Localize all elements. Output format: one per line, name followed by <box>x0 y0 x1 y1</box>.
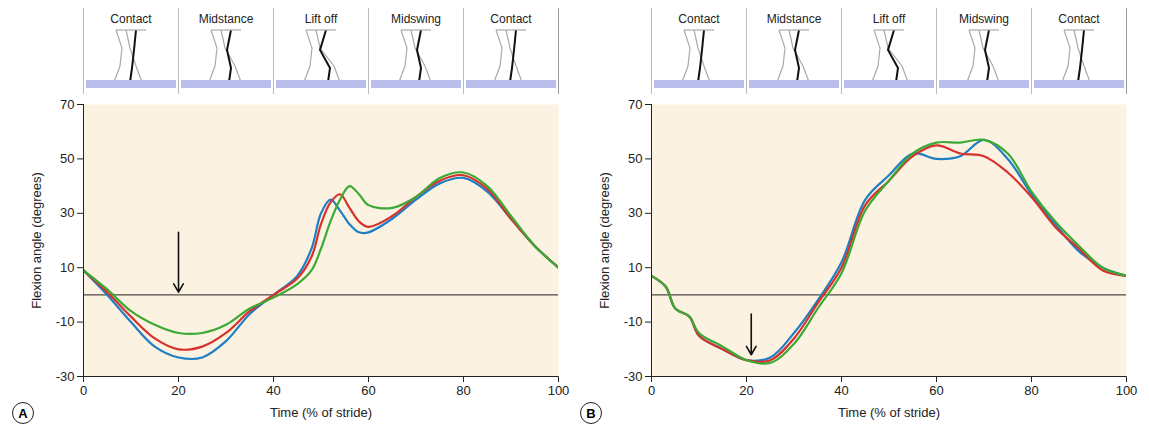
html-text:Contact: Contact <box>1058 12 1100 26</box>
svg-text:50: 50 <box>628 151 642 166</box>
svg-text:30: 30 <box>60 205 74 220</box>
svg-text:Flexion angle (degrees): Flexion angle (degrees) <box>597 172 612 309</box>
svg-text:70: 70 <box>60 97 74 112</box>
svg-text:100: 100 <box>548 383 570 398</box>
html-text:Lift off: Lift off <box>872 12 906 26</box>
svg-text:50: 50 <box>60 151 74 166</box>
svg-text:-30: -30 <box>56 369 75 384</box>
svg-text:10: 10 <box>60 260 74 275</box>
svg-text:-10: -10 <box>56 314 75 329</box>
svg-text:70: 70 <box>628 97 642 112</box>
svg-text:100: 100 <box>1116 383 1138 398</box>
svg-text:Time (% of stride): Time (% of stride) <box>838 405 940 420</box>
svg-text:60: 60 <box>929 383 943 398</box>
html-text:Midstance: Midstance <box>198 12 254 26</box>
html-text:Contact: Contact <box>110 12 152 26</box>
svg-text:40: 40 <box>266 383 280 398</box>
html-text:Lift off: Lift off <box>304 12 338 26</box>
svg-text:30: 30 <box>628 205 642 220</box>
html-text:Contact: Contact <box>490 12 532 26</box>
html-text:B: B <box>586 405 596 421</box>
svg-text:-30: -30 <box>624 369 643 384</box>
html-text:A: A <box>18 405 28 421</box>
svg-text:40: 40 <box>834 383 848 398</box>
html-text:Midswing: Midswing <box>391 12 441 26</box>
svg-text:20: 20 <box>171 383 185 398</box>
html-text:Contact: Contact <box>678 12 720 26</box>
svg-text:Time (% of stride): Time (% of stride) <box>270 405 372 420</box>
html-text:Midswing: Midswing <box>959 12 1009 26</box>
svg-text:10: 10 <box>628 260 642 275</box>
html-text:Midstance: Midstance <box>766 12 822 26</box>
svg-text:20: 20 <box>739 383 753 398</box>
svg-text:-10: -10 <box>624 314 643 329</box>
svg-text:80: 80 <box>456 383 470 398</box>
svg-text:0: 0 <box>80 383 87 398</box>
svg-text:60: 60 <box>361 383 375 398</box>
svg-text:Flexion angle (degrees): Flexion angle (degrees) <box>29 172 44 309</box>
svg-text:0: 0 <box>648 383 655 398</box>
svg-text:80: 80 <box>1024 383 1038 398</box>
